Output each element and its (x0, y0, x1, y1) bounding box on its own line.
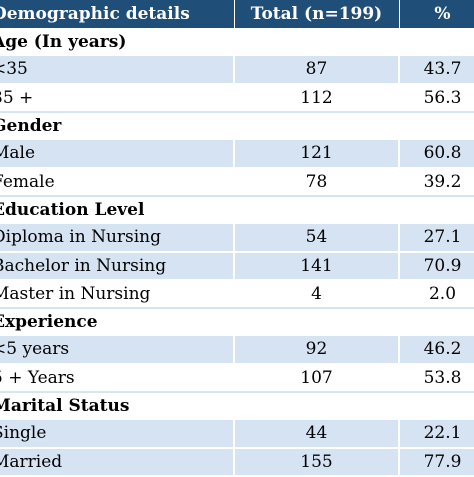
row-total: 78 (234, 168, 400, 197)
section-title: Gender (0, 112, 474, 140)
row-percent: 70.9 (399, 252, 474, 281)
row-total: 87 (234, 56, 400, 85)
header-percent: % (399, 0, 474, 28)
row-label: 35 + (0, 84, 235, 113)
row-label: <5 years (0, 336, 235, 365)
table-header-row: Demographic details Total (n=199) % (0, 0, 474, 28)
section-row-gender: Gender (0, 112, 474, 140)
row-label: Female (0, 168, 235, 197)
section-title: Age (In years) (0, 28, 474, 56)
row-percent: 43.7 (399, 56, 474, 85)
row-total: 112 (234, 84, 400, 113)
row-label: Married (0, 448, 235, 477)
table-row: Diploma in Nursing 54 27.1 (0, 224, 474, 253)
row-label: Single (0, 420, 235, 449)
row-total: 44 (234, 420, 400, 449)
section-title: Marital Status (0, 392, 474, 420)
header-total: Total (n=199) (234, 0, 400, 28)
row-percent: 2.0 (399, 280, 474, 309)
row-label: <35 (0, 56, 235, 85)
table-row: <35 87 43.7 (0, 56, 474, 85)
table-row: Male 121 60.8 (0, 140, 474, 169)
row-total: 155 (234, 448, 400, 477)
row-label: Diploma in Nursing (0, 224, 235, 253)
section-row-experience: Experience (0, 308, 474, 336)
table-row: 5 + Years 107 53.8 (0, 364, 474, 393)
section-row-education: Education Level (0, 196, 474, 224)
row-percent: 77.9 (399, 448, 474, 477)
row-percent: 53.8 (399, 364, 474, 393)
row-percent: 56.3 (399, 84, 474, 113)
table-row: Master in Nursing 4 2.0 (0, 280, 474, 309)
section-title: Education Level (0, 196, 474, 224)
row-label: Bachelor in Nursing (0, 252, 235, 281)
row-label: Master in Nursing (0, 280, 235, 309)
row-total: 54 (234, 224, 400, 253)
row-total: 107 (234, 364, 400, 393)
row-total: 141 (234, 252, 400, 281)
row-total: 4 (234, 280, 400, 309)
row-percent: 39.2 (399, 168, 474, 197)
section-row-marital-status: Marital Status (0, 392, 474, 420)
row-percent: 22.1 (399, 420, 474, 449)
row-label: Male (0, 140, 235, 169)
row-percent: 46.2 (399, 336, 474, 365)
section-title: Experience (0, 308, 474, 336)
row-percent: 27.1 (399, 224, 474, 253)
table-row: Married 155 77.9 (0, 448, 474, 477)
row-total: 92 (234, 336, 400, 365)
header-demographic-details: Demographic details (0, 0, 235, 28)
table-row: Single 44 22.1 (0, 420, 474, 449)
section-row-age: Age (In years) (0, 28, 474, 56)
table-row: <5 years 92 46.2 (0, 336, 474, 365)
row-percent: 60.8 (399, 140, 474, 169)
table-row: Bachelor in Nursing 141 70.9 (0, 252, 474, 281)
table-row: Female 78 39.2 (0, 168, 474, 197)
row-total: 121 (234, 140, 400, 169)
row-label: 5 + Years (0, 364, 235, 393)
table-row: 35 + 112 56.3 (0, 84, 474, 113)
